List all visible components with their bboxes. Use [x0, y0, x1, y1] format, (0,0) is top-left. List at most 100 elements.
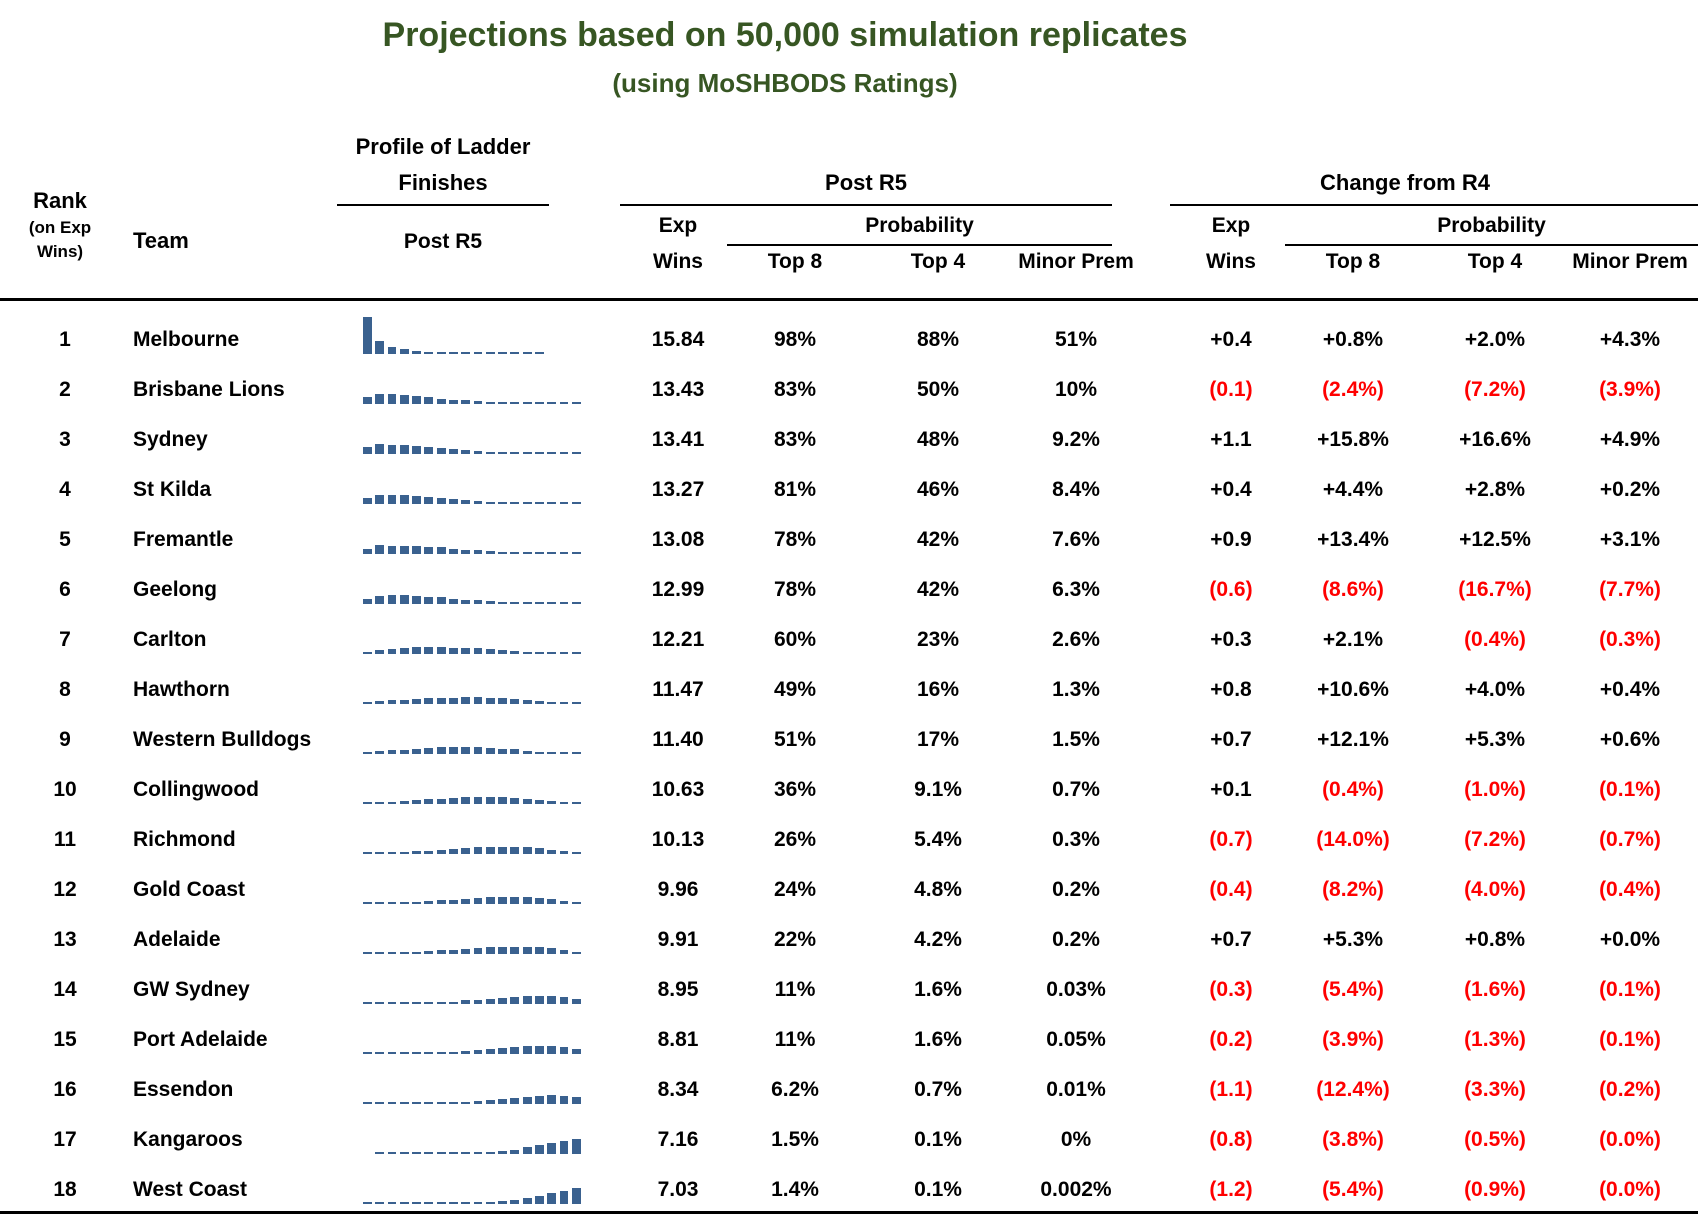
exp-wins-change: +0.4	[1210, 478, 1252, 501]
ladder-position-bar	[461, 848, 471, 854]
ladder-position-bar	[485, 351, 495, 354]
ladder-position-bar	[498, 947, 507, 954]
ladder-position-bar	[547, 551, 557, 554]
ladder-position-bar	[448, 499, 458, 504]
ladder-position-bar	[448, 1101, 458, 1104]
ladder-position-bar	[461, 400, 471, 404]
ladder-position-bar	[448, 598, 458, 604]
ladder-position-bar	[559, 601, 569, 604]
ladder-position-bar	[387, 801, 397, 804]
ladder-position-bar	[412, 546, 422, 554]
ladder-position-bar	[510, 1097, 520, 1104]
ladder-profile-sparkline	[363, 957, 585, 1004]
team-name: St Kilda	[133, 478, 212, 501]
ladder-position-bar	[436, 351, 446, 354]
top8-post: 36%	[773, 778, 817, 801]
ladder-position-bar	[363, 701, 372, 704]
ladder-position-bar	[436, 950, 446, 954]
ladder-position-bar	[375, 443, 385, 454]
exp-wins-post: 12.21	[651, 628, 705, 651]
ladder-position-bar	[559, 451, 569, 454]
ladder-position-bar	[363, 751, 372, 754]
ladder-position-bar	[412, 647, 422, 654]
top4-post: 9.1%	[914, 778, 962, 801]
exp-wins-change: +0.1	[1210, 778, 1252, 801]
table-row: 6 Geelong 12.99 78% 42% 6.3% (0.6) (8.6%…	[0, 565, 1698, 615]
ladder-position-bar	[424, 1051, 434, 1054]
exp-wins-post: 9.96	[657, 878, 699, 901]
top8-post: 24%	[773, 878, 817, 901]
table-row: 8 Hawthorn 11.47 49% 16% 1.3% +0.8 +10.6…	[0, 665, 1698, 715]
ladder-position-bar	[436, 697, 446, 704]
ladder-position-bar	[522, 351, 532, 354]
ladder-position-bar	[485, 747, 495, 754]
top4-post: 4.8%	[914, 878, 962, 901]
ladder-position-bar	[534, 351, 544, 354]
ladder-position-bar	[485, 501, 495, 504]
table-row: 4 St Kilda 13.27 81% 46% 8.4% +0.4 +4.4%…	[0, 465, 1698, 515]
exp-wins-change: (1.2)	[1209, 1178, 1253, 1201]
minor-prem-post: 9.2%	[1052, 428, 1100, 451]
ladder-position-bar	[547, 898, 557, 904]
ladder-position-bar	[424, 397, 434, 404]
ladder-position-bar	[485, 401, 495, 404]
ladder-position-bar	[399, 348, 409, 354]
top8-change: +12.1%	[1317, 728, 1389, 751]
ladder-position-bar	[461, 747, 471, 754]
ladder-position-bar	[510, 501, 520, 504]
ladder-position-bar	[448, 798, 458, 804]
ladder-position-bar	[461, 1101, 471, 1104]
ladder-position-bar	[498, 501, 507, 504]
ladder-position-bar	[534, 1046, 544, 1054]
ladder-position-bar	[363, 1101, 372, 1104]
ladder-position-bar	[436, 1051, 446, 1054]
ladder-position-bar	[387, 1201, 397, 1204]
top4-change: (4.0%)	[1464, 878, 1526, 901]
ladder-position-bar	[448, 449, 458, 454]
ladder-position-bar	[547, 1046, 557, 1054]
exp-wins-change: (0.4)	[1209, 878, 1253, 901]
minor-prem-post: 0%	[1060, 1128, 1092, 1151]
header-group-change-r4: Change from R4	[1320, 170, 1490, 195]
ladder-position-bar	[412, 396, 422, 404]
ladder-position-bar	[522, 651, 532, 654]
top4-post: 5.4%	[914, 828, 962, 851]
top4-change: (0.5%)	[1464, 1128, 1526, 1151]
top4-post: 1.6%	[914, 1028, 962, 1051]
ladder-position-bar	[510, 698, 520, 704]
rank-value: 8	[59, 678, 71, 701]
ladder-position-bar	[387, 595, 397, 604]
ladder-position-bar	[510, 749, 520, 754]
ladder-position-bar	[485, 847, 495, 854]
header-profile-sub: Post R5	[403, 230, 483, 253]
ladder-position-bar	[571, 1138, 581, 1154]
ladder-position-bar	[412, 1001, 422, 1004]
top4-change: +12.5%	[1459, 528, 1531, 551]
ladder-position-bar	[571, 851, 581, 854]
ladder-position-bar	[498, 1047, 507, 1054]
ladder-position-bar	[387, 1001, 397, 1004]
ladder-position-bar	[510, 847, 520, 854]
ladder-position-bar	[448, 1201, 458, 1204]
ladder-position-bar	[461, 647, 471, 654]
team-name: Essendon	[133, 1078, 234, 1101]
ladder-position-bar	[485, 451, 495, 454]
ladder-position-bar	[375, 650, 385, 654]
exp-wins-change: +0.7	[1210, 928, 1252, 951]
ladder-position-bar	[363, 447, 372, 454]
table-row: 16 Essendon 8.34 6.2% 0.7% 0.01% (1.1) (…	[0, 1065, 1698, 1115]
ladder-position-bar	[436, 900, 446, 904]
ladder-profile-sparkline	[363, 307, 585, 354]
ladder-position-bar	[448, 747, 458, 754]
ladder-position-bar	[375, 901, 385, 904]
ladder-position-bar	[485, 1151, 495, 1154]
ladder-position-bar	[485, 897, 495, 904]
table-row: 13 Adelaide 9.91 22% 4.2% 0.2% +0.7 +5.3…	[0, 915, 1698, 965]
minor-prem-post: 1.3%	[1052, 678, 1100, 701]
ladder-position-bar	[485, 1201, 495, 1204]
minor-prem-post: 0.002%	[1040, 1178, 1112, 1201]
ladder-position-bar	[448, 848, 458, 854]
exp-wins-change: +0.3	[1210, 628, 1252, 651]
header-group-post-r5: Post R5	[825, 170, 907, 195]
ladder-position-bar	[461, 1000, 471, 1004]
